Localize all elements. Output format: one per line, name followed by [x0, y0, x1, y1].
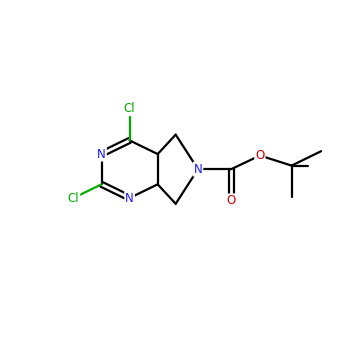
- Text: O: O: [226, 194, 236, 207]
- Text: O: O: [255, 149, 265, 162]
- Text: N: N: [125, 192, 134, 204]
- Text: N: N: [194, 163, 202, 176]
- Text: N: N: [97, 148, 106, 161]
- Text: Cl: Cl: [124, 102, 135, 115]
- Text: Cl: Cl: [68, 192, 79, 204]
